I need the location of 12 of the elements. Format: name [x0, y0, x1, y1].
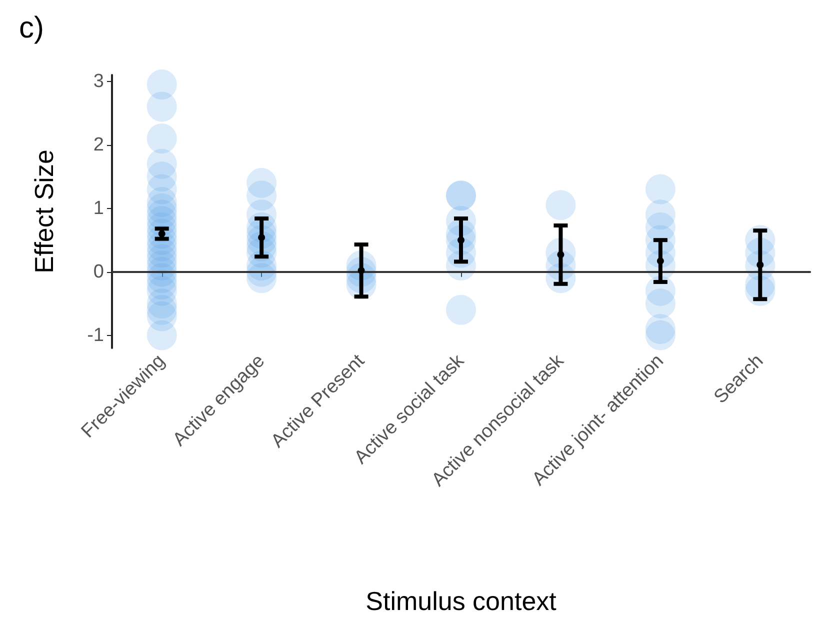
chart-title: c)	[19, 12, 44, 44]
y-tick-label: 1	[93, 198, 104, 219]
y-axis-title: Effect Size	[29, 150, 59, 274]
point	[557, 251, 564, 258]
point	[656, 258, 664, 265]
x-axis-title: Stimulus context	[366, 586, 558, 616]
y-tick-label: 3	[93, 70, 104, 92]
y-tick-label: 0	[93, 261, 104, 282]
y-tick-label: 2	[93, 134, 104, 156]
y-tick-label: -1	[87, 324, 104, 346]
point	[358, 267, 365, 274]
point	[756, 261, 764, 268]
